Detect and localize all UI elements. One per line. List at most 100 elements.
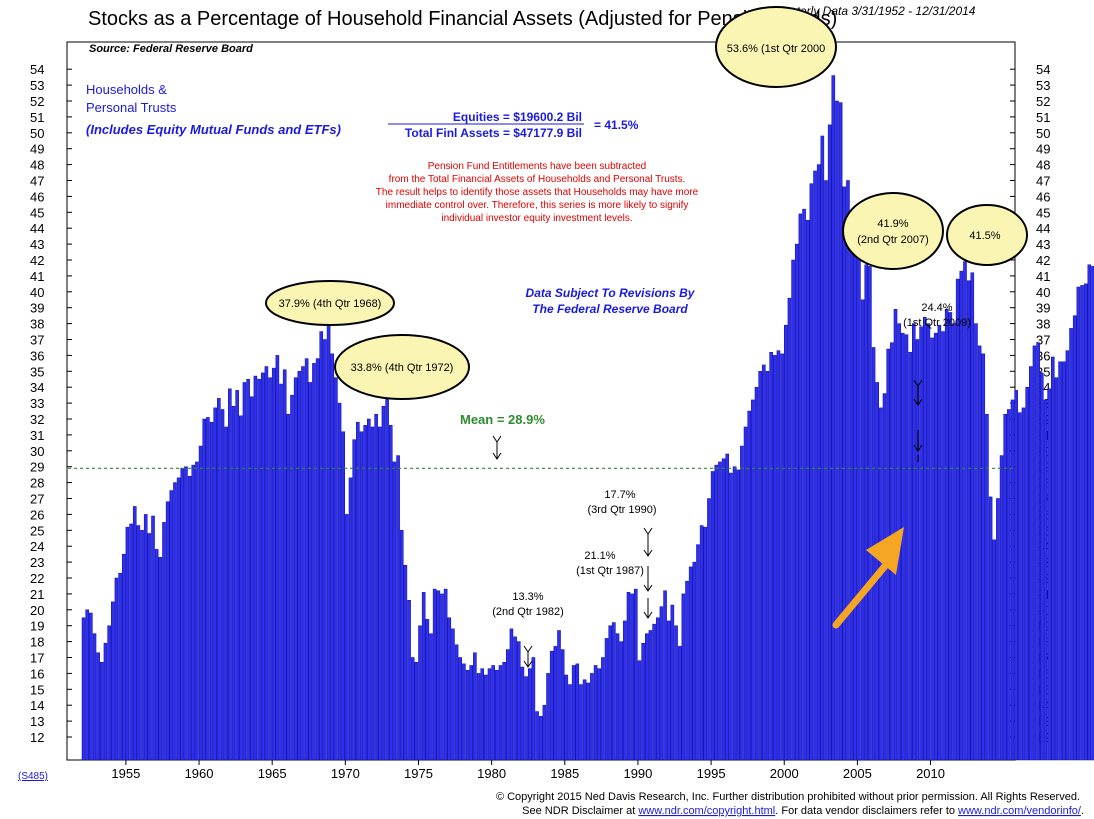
y-tick-label-left: 30	[30, 444, 44, 459]
label-1990-value: 17.7%	[604, 489, 635, 501]
bar	[645, 633, 649, 761]
y-tick-label-left: 28	[30, 476, 44, 491]
mean-label: Mean = 28.9%	[460, 412, 545, 427]
bar	[835, 100, 839, 761]
bar	[608, 625, 612, 761]
bar	[901, 332, 905, 761]
footer-copyright: © Copyright 2015 Ned Davis Research, Inc…	[496, 791, 1080, 803]
bubble-1968	[265, 280, 395, 326]
bar	[1058, 361, 1062, 761]
bar	[999, 455, 1004, 761]
bar	[202, 418, 207, 761]
bar	[816, 164, 821, 761]
bar	[952, 323, 956, 761]
bar	[996, 498, 1000, 761]
label-1982-value: 13.3%	[512, 591, 543, 603]
bar	[162, 522, 166, 761]
bar	[974, 323, 978, 761]
bar	[908, 351, 912, 761]
bar	[582, 679, 587, 761]
annotation-1990: 17.7% (3rd Qtr 1990)	[587, 489, 657, 619]
formula-result: = 41.5%	[594, 118, 639, 132]
label-1987-date: (1st Qtr 1987)	[576, 565, 644, 577]
bar	[568, 684, 572, 761]
bar	[301, 366, 305, 761]
bar	[612, 622, 616, 761]
bar	[498, 665, 503, 761]
bar	[853, 240, 858, 761]
bar	[418, 625, 422, 761]
y-tick-label-left: 19	[30, 619, 44, 634]
bar	[838, 102, 843, 761]
bar	[1087, 264, 1092, 761]
series-code[interactable]: (S485)	[18, 771, 48, 782]
legend-line1: Households &	[86, 82, 167, 97]
bar	[1083, 283, 1088, 761]
bar	[740, 445, 744, 761]
footer-link-vendorinfo[interactable]: www.ndr.com/vendorinfo/	[957, 805, 1082, 817]
bar	[670, 604, 675, 761]
y-tick-label-left: 41	[30, 269, 44, 284]
bubble-2000	[715, 6, 837, 88]
bar	[824, 180, 828, 761]
y-tick-label-right: 41	[1036, 269, 1050, 284]
x-tick-label: 2010	[916, 766, 945, 781]
bar	[121, 553, 126, 761]
bar	[652, 623, 656, 761]
bar	[111, 601, 115, 761]
y-tick-label-left: 44	[30, 221, 44, 236]
bar	[187, 475, 192, 761]
bar	[487, 668, 492, 761]
bar	[352, 439, 356, 761]
y-tick-label-left: 40	[30, 285, 44, 300]
bar	[557, 630, 561, 761]
bar	[948, 312, 953, 761]
bar	[794, 243, 799, 761]
bar	[805, 220, 810, 761]
footer-link-copyright[interactable]: www.ndr.com/copyright.html	[637, 805, 775, 817]
bar	[476, 673, 481, 761]
x-tick-label: 1965	[258, 766, 287, 781]
label-1968: 37.9% (4th Qtr 1968)	[279, 298, 382, 310]
y-tick-label-left: 35	[30, 364, 44, 379]
y-tick-label-right: 39	[1036, 301, 1050, 316]
bar	[630, 593, 634, 761]
x-tick-label: 2000	[770, 766, 799, 781]
bar	[462, 663, 466, 761]
bar	[703, 526, 708, 761]
bar	[293, 377, 298, 761]
bar	[388, 425, 393, 761]
bar	[597, 668, 602, 761]
bar	[868, 266, 872, 761]
orange-arrow-head	[866, 527, 904, 575]
bar	[484, 674, 488, 761]
bar	[191, 464, 196, 761]
footer-disclaimer: See NDR Disclaimer at www.ndr.com/copyri…	[522, 805, 1084, 817]
bar	[381, 406, 386, 761]
y-tick-label-left: 15	[30, 682, 44, 697]
label-2007-value: 41.9%	[877, 218, 908, 230]
bar	[429, 633, 433, 761]
marker-2009	[913, 379, 923, 462]
bar	[257, 379, 261, 761]
bar	[443, 588, 448, 761]
bar	[915, 339, 920, 761]
bar	[480, 668, 484, 761]
bar	[436, 590, 441, 761]
bar	[312, 363, 316, 761]
bar	[831, 75, 836, 761]
x-tick-label: 1985	[550, 766, 579, 781]
y-tick-label-left: 16	[30, 666, 44, 681]
bar	[367, 418, 371, 761]
label-2000: 53.6% (1st Qtr 2000	[727, 43, 825, 55]
bar	[447, 617, 452, 761]
bar	[912, 323, 916, 761]
bar	[363, 425, 367, 761]
bar	[751, 399, 755, 761]
bar	[1061, 361, 1066, 761]
bar	[491, 665, 495, 761]
bar	[323, 339, 327, 761]
y-axis-left: 1213141516171819202122232425262728293031…	[30, 62, 72, 745]
bar	[955, 278, 960, 761]
annotation-1972: 33.8% (4th Qtr 1972)	[334, 334, 470, 400]
